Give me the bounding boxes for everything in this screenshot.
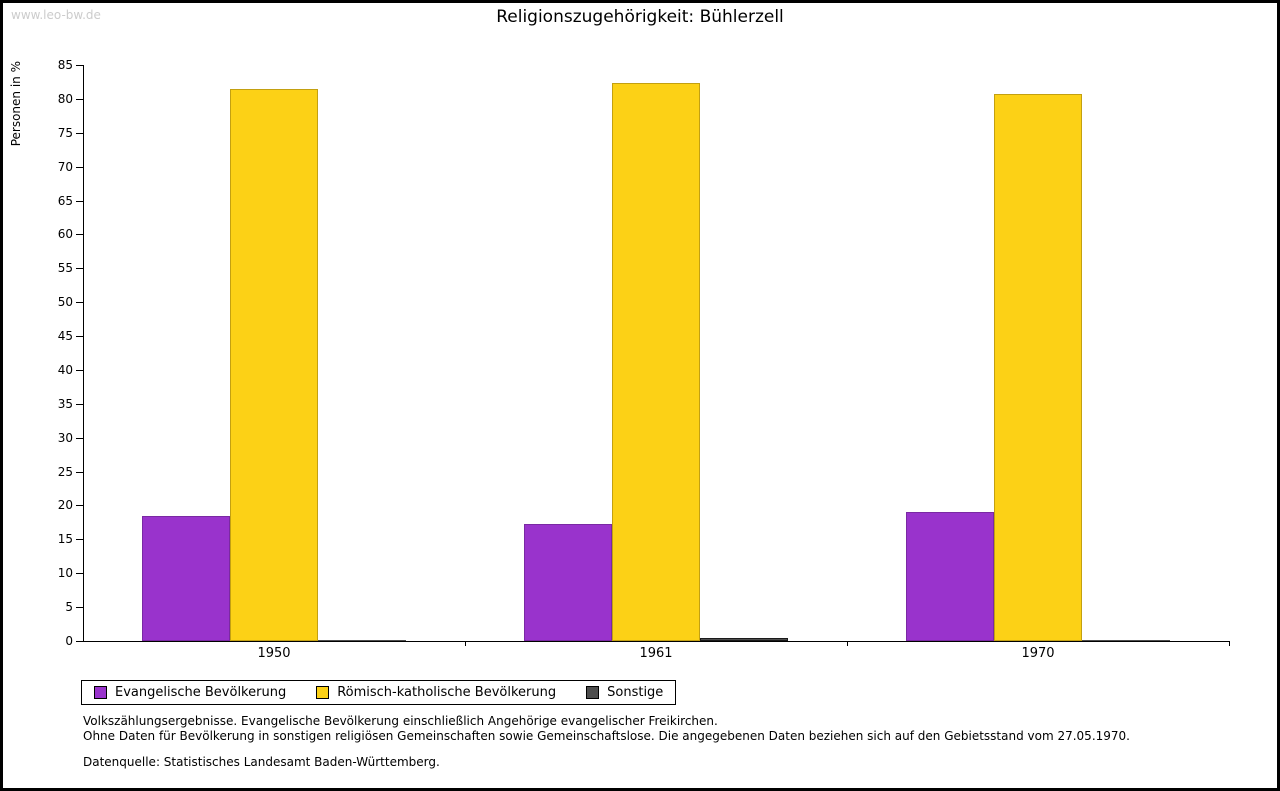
y-tick-label: 55	[57, 261, 73, 276]
footnotes: Volkszählungsergebnisse. Evangelische Be…	[83, 714, 1130, 770]
footnote-source: Datenquelle: Statistisches Landesamt Bad…	[83, 755, 440, 769]
chart-title: Religionszugehörigkeit: Bühlerzell	[496, 7, 784, 27]
y-tick-label: 30	[57, 430, 73, 445]
y-axis-label: Personen in %	[9, 61, 23, 147]
bar-evangelische-bevölkerung-1950	[142, 516, 230, 641]
legend: Evangelische Bevölkerung Römisch-katholis…	[81, 680, 677, 705]
y-tick	[76, 234, 83, 236]
y-tick	[76, 505, 83, 507]
x-tick-label: 1970	[1021, 646, 1055, 661]
bar-evangelische-bevölkerung-1970	[906, 512, 994, 641]
y-tick-label: 45	[57, 329, 73, 344]
y-tick	[76, 471, 83, 473]
bar-group-1961	[465, 65, 847, 641]
y-tick	[76, 132, 83, 134]
x-tick-label: 1961	[639, 646, 673, 661]
y-tick	[76, 98, 83, 100]
y-tick	[76, 539, 83, 541]
bar-group-1950	[83, 65, 465, 641]
y-tick-label: 10	[57, 566, 73, 581]
watermark: www.leo-bw.de	[11, 8, 101, 22]
x-tick	[465, 642, 466, 646]
legend-item: Römisch-katholische Bevölkerung	[316, 685, 556, 700]
y-tick-label: 40	[57, 362, 73, 377]
y-tick-label: 25	[57, 464, 73, 479]
bar-sonstige-1970	[1082, 639, 1170, 641]
y-tick-label: 80	[57, 91, 73, 106]
y-tick-label: 70	[57, 159, 73, 174]
y-tick	[76, 437, 83, 439]
y-tick-label: 5	[65, 600, 73, 615]
bar-römisch-katholische-bevölkerung-1961	[612, 83, 700, 641]
y-tick-label: 50	[57, 295, 73, 310]
y-tick-label: 60	[57, 227, 73, 242]
y-tick	[76, 166, 83, 168]
y-tick-label: 65	[57, 193, 73, 208]
legend-swatch-icon	[94, 686, 107, 699]
legend-label: Römisch-katholische Bevölkerung	[337, 685, 557, 700]
y-tick	[76, 369, 83, 371]
y-tick	[76, 641, 83, 642]
legend-label: Evangelische Bevölkerung	[115, 685, 287, 700]
bar-evangelische-bevölkerung-1961	[524, 524, 612, 641]
legend-item: Sonstige	[586, 685, 663, 700]
legend-swatch-icon	[316, 686, 330, 699]
legend-swatch-icon	[586, 686, 600, 699]
footnote-line-1: Volkszählungsergebnisse. Evangelische Be…	[83, 714, 718, 728]
y-tick	[76, 200, 83, 202]
bar-group-1970	[847, 65, 1229, 641]
y-tick	[76, 65, 83, 66]
y-tick-label: 0	[65, 634, 73, 648]
legend-item: Evangelische Bevölkerung	[94, 685, 286, 700]
y-tick-label: 85	[57, 58, 73, 72]
footnote-line-2: Ohne Daten für Bevölkerung in sonstigen …	[83, 729, 1130, 743]
bar-römisch-katholische-bevölkerung-1950	[230, 88, 318, 641]
x-tick	[847, 642, 848, 646]
bar-sonstige-1961	[700, 637, 788, 641]
y-tick	[76, 336, 83, 338]
y-tick	[76, 403, 83, 405]
y-tick	[76, 302, 83, 304]
y-tick	[76, 573, 83, 575]
y-tick-label: 75	[57, 125, 73, 140]
y-tick-label: 20	[57, 498, 73, 513]
y-tick	[76, 268, 83, 270]
bar-sonstige-1950	[318, 640, 406, 641]
x-tick	[1229, 642, 1230, 646]
legend-label: Sonstige	[607, 685, 664, 700]
y-tick-label: 35	[57, 396, 73, 411]
y-tick	[76, 607, 83, 609]
bar-römisch-katholische-bevölkerung-1970	[994, 93, 1082, 641]
x-tick-label: 1950	[257, 646, 291, 661]
y-tick-label: 15	[57, 532, 73, 547]
